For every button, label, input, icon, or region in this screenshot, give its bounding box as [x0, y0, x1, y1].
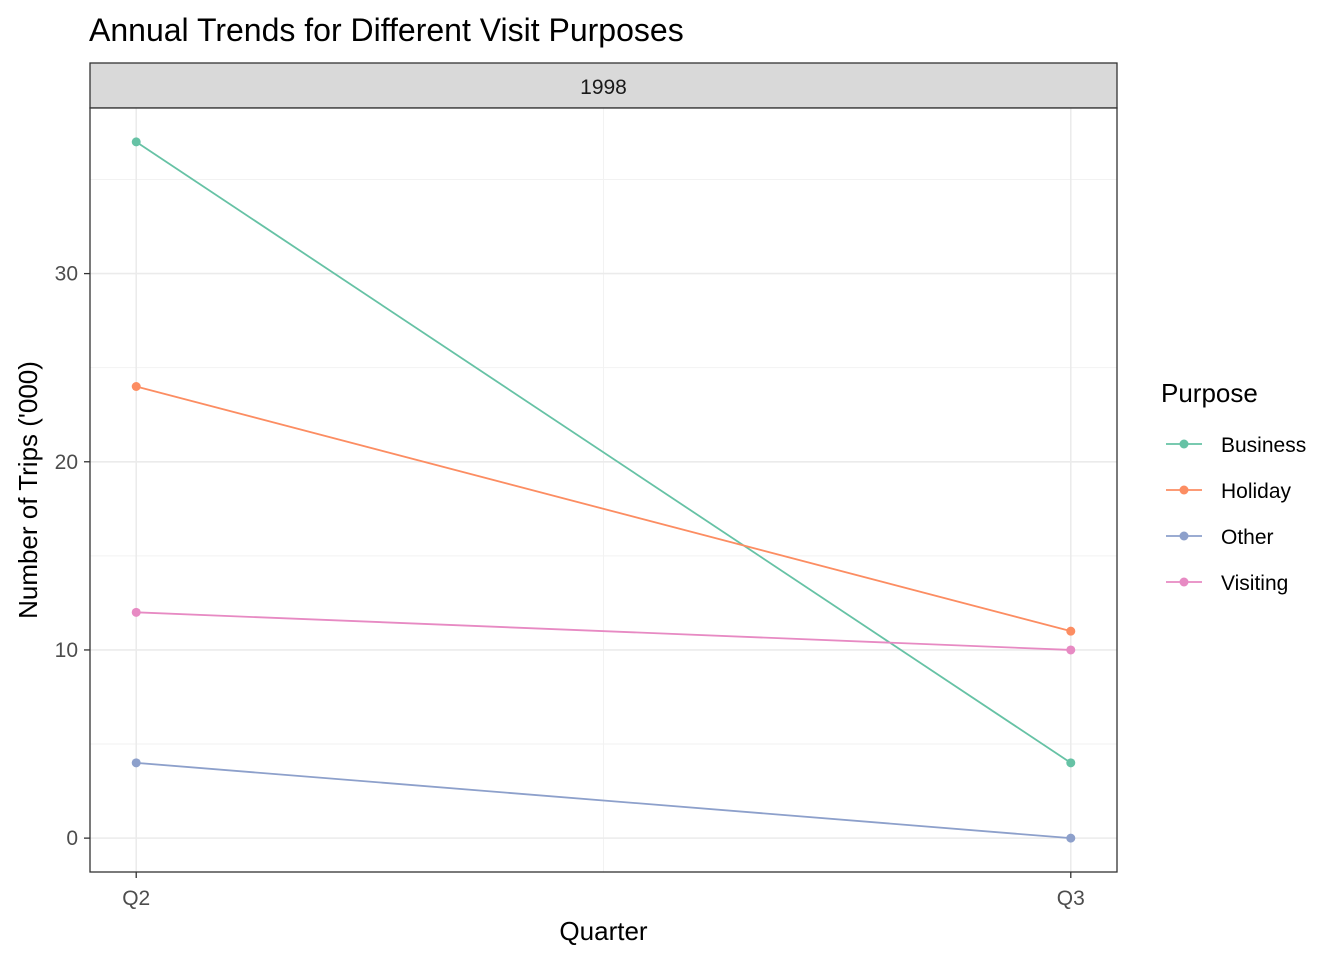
data-point-business — [1066, 758, 1076, 768]
facet-strip-label: 1998 — [580, 76, 627, 99]
legend: Purpose Business Holiday Other Visiting — [1161, 378, 1306, 595]
legend-key-point — [1179, 577, 1189, 587]
legend-label: Visiting — [1221, 572, 1288, 595]
data-point-visiting — [131, 607, 141, 617]
facet-strip — [89, 62, 1118, 109]
legend-key-point — [1179, 531, 1189, 541]
legend-key-point — [1179, 439, 1189, 449]
legend-item-holiday: Holiday — [1166, 480, 1292, 503]
grid-lines — [90, 108, 1117, 872]
x-tick-label: Q2 — [122, 887, 150, 910]
data-point-other — [131, 758, 141, 768]
series-line-other — [136, 761, 1071, 840]
chart-title: Annual Trends for Different Visit Purpos… — [89, 12, 684, 48]
y-axis: 0 10 20 30 — [55, 263, 90, 850]
series-line-business — [135, 141, 1072, 764]
series-lines — [135, 141, 1072, 840]
y-tick-label: 30 — [55, 263, 78, 286]
plot-border — [89, 107, 1118, 873]
legend-item-other: Other — [1166, 526, 1274, 549]
series-line-visiting — [136, 611, 1071, 651]
y-tick-label: 20 — [55, 451, 78, 474]
series-points — [131, 137, 1076, 843]
legend-label: Business — [1221, 434, 1306, 457]
series-line-holiday — [135, 385, 1072, 633]
legend-item-business: Business — [1166, 434, 1306, 457]
data-point-holiday — [1066, 626, 1076, 636]
legend-label: Holiday — [1221, 480, 1292, 503]
x-axis-title: Quarter — [559, 916, 647, 946]
legend-item-visiting: Visiting — [1166, 572, 1288, 595]
legend-title: Purpose — [1161, 378, 1258, 408]
y-axis-title: Number of Trips ('000) — [13, 361, 43, 619]
y-tick-label: 0 — [66, 827, 78, 850]
x-tick-label: Q3 — [1057, 887, 1085, 910]
y-tick-label: 10 — [55, 639, 78, 662]
data-point-holiday — [131, 382, 141, 392]
legend-key-point — [1179, 485, 1189, 495]
data-point-other — [1066, 833, 1076, 843]
data-point-business — [131, 137, 141, 147]
legend-label: Other — [1221, 526, 1274, 549]
data-point-visiting — [1066, 645, 1076, 655]
x-axis: Q2 Q3 — [122, 872, 1085, 910]
